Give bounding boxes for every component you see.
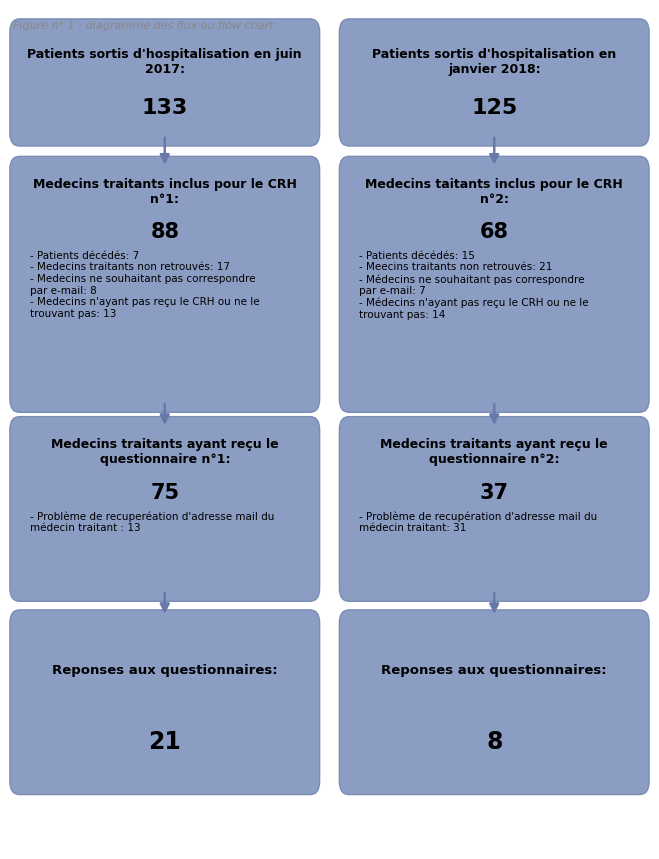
FancyBboxPatch shape — [339, 417, 649, 601]
Text: Medecins traitants ayant reçu le
questionnaire n°1:: Medecins traitants ayant reçu le questio… — [51, 438, 279, 466]
FancyBboxPatch shape — [10, 417, 320, 601]
Text: Reponses aux questionnaires:: Reponses aux questionnaires: — [52, 664, 277, 677]
Text: - Problème de recuperéation d'adresse mail du
médecin traitant : 13: - Problème de recuperéation d'adresse ma… — [30, 511, 274, 533]
Text: Medecins traitants inclus pour le CRH
n°1:: Medecins traitants inclus pour le CRH n°… — [33, 178, 297, 206]
FancyBboxPatch shape — [10, 156, 320, 412]
Text: Patients sortis d'hospitalisation en juin
2017:: Patients sortis d'hospitalisation en jui… — [28, 48, 302, 76]
Text: 21: 21 — [148, 730, 181, 754]
Text: 88: 88 — [150, 222, 179, 242]
Text: - Problème de recupération d'adresse mail du
médecin traitant: 31: - Problème de recupération d'adresse mai… — [359, 511, 598, 533]
Text: 75: 75 — [150, 483, 179, 503]
Text: Medecins traitants ayant reçu le
questionnaire n°2:: Medecins traitants ayant reçu le questio… — [380, 438, 608, 466]
Text: Patients sortis d'hospitalisation en
janvier 2018:: Patients sortis d'hospitalisation en jan… — [372, 48, 616, 76]
FancyBboxPatch shape — [10, 610, 320, 795]
Text: Reponses aux questionnaires:: Reponses aux questionnaires: — [382, 664, 607, 677]
Text: 8: 8 — [486, 730, 503, 754]
FancyBboxPatch shape — [339, 610, 649, 795]
Text: - Patients décédés: 7
- Medecins traitants non retrouvés: 17
- Medecins ne souha: - Patients décédés: 7 - Medecins traitan… — [30, 251, 259, 319]
Text: Medecins taitants inclus pour le CRH
n°2:: Medecins taitants inclus pour le CRH n°2… — [365, 178, 623, 206]
FancyBboxPatch shape — [10, 19, 320, 146]
Text: 133: 133 — [142, 98, 188, 118]
Text: 125: 125 — [471, 98, 517, 118]
FancyBboxPatch shape — [339, 19, 649, 146]
Text: 37: 37 — [480, 483, 509, 503]
FancyBboxPatch shape — [339, 156, 649, 412]
Text: 68: 68 — [480, 222, 509, 242]
Text: Figure n° 1 : diagramme des flux ou flow chart: Figure n° 1 : diagramme des flux ou flow… — [13, 21, 273, 32]
Text: - Patients décédés: 15
- Meecins traitants non retrouvés: 21
- Médecins ne souha: - Patients décédés: 15 - Meecins traitan… — [359, 251, 588, 320]
